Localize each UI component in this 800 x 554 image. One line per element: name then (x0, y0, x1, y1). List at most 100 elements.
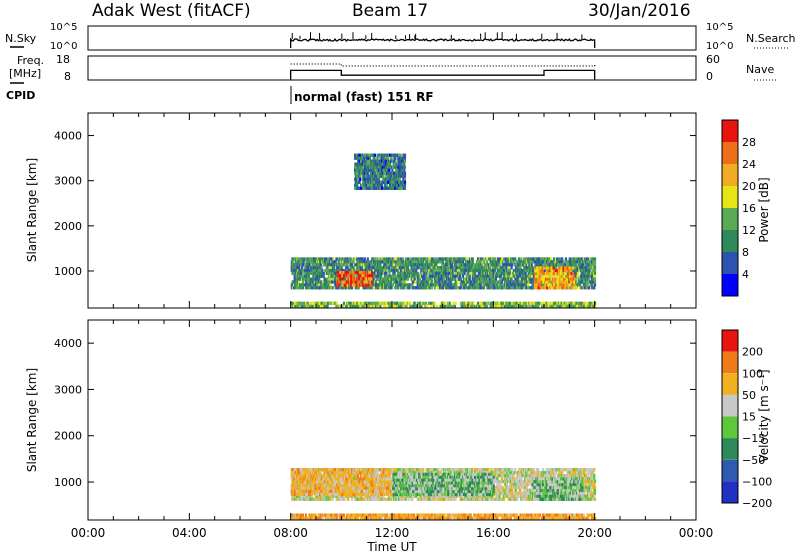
heatmap-cell (445, 277, 448, 281)
heatmap-cell (486, 268, 489, 273)
heatmap-cell (366, 286, 369, 290)
heatmap-cell (364, 177, 367, 181)
heatmap-cell (395, 165, 398, 169)
heatmap-cell (437, 283, 440, 287)
heatmap-cell (417, 266, 420, 270)
heatmap-cell (497, 301, 500, 305)
heatmap-cell (398, 280, 401, 284)
heatmap-cell (389, 260, 392, 264)
heatmap-cell (563, 277, 566, 281)
heatmap-cell (307, 277, 310, 281)
heatmap-cell (340, 266, 343, 270)
heatmap-cell (365, 174, 368, 178)
heatmap-cell (451, 268, 454, 273)
heatmap-cell (553, 263, 556, 267)
heatmap-cell (406, 266, 410, 270)
heatmap-cell (322, 260, 325, 264)
heatmap-cell (336, 271, 339, 275)
heatmap-cell (302, 260, 305, 264)
heatmap-cell (463, 286, 466, 290)
heatmap-cell (556, 274, 559, 279)
heatmap-cell (490, 274, 493, 278)
heatmap-cell (331, 266, 334, 270)
heatmap-cell (327, 283, 330, 287)
heatmap-cell (367, 280, 370, 284)
heatmap-cell (396, 301, 399, 305)
heatmap-cell (370, 268, 373, 273)
heatmap-cell (494, 257, 497, 261)
heatmap-cell (316, 257, 319, 261)
heatmap-cell (576, 304, 579, 308)
nsky-label: N.Sky (5, 32, 37, 45)
heatmap-cell (339, 497, 342, 501)
heatmap-cell (566, 304, 569, 308)
heatmap-cell (374, 180, 378, 184)
heatmap-cell (540, 301, 543, 305)
heatmap-cell (561, 257, 564, 261)
heatmap-cell (410, 277, 413, 281)
heatmap-cell (354, 485, 357, 489)
heatmap-cell (300, 274, 303, 278)
heatmap-cell (383, 171, 386, 175)
heatmap-cell (430, 286, 433, 290)
power-heatmap-cells (290, 153, 597, 308)
heatmap-cell (465, 277, 468, 281)
heatmap-cell (386, 263, 389, 267)
heatmap-cell (400, 304, 404, 308)
heatmap-cell (354, 168, 357, 172)
nsky-trace (290, 37, 596, 48)
heatmap-cell (507, 260, 510, 264)
heatmap-cell (377, 274, 380, 278)
heatmap-cell (299, 257, 302, 261)
heatmap-cell (590, 263, 593, 267)
heatmap-cell (528, 266, 531, 270)
heatmap-cell (398, 177, 401, 181)
heatmap-cell (357, 257, 360, 261)
heatmap-cell (348, 257, 351, 261)
heatmap-cell (517, 257, 521, 261)
heatmap-cell (409, 257, 412, 261)
heatmap-cell (300, 497, 303, 501)
heatmap-cell (378, 277, 381, 281)
heatmap-cell (446, 260, 449, 264)
heatmap-cell (424, 260, 427, 264)
heatmap-cell (467, 260, 470, 264)
heatmap-cell (487, 274, 490, 278)
heatmap-cell (521, 271, 524, 275)
heatmap-cell (436, 304, 439, 308)
heatmap-cell (492, 268, 495, 273)
heatmap-cell (331, 497, 334, 501)
heatmap-cell (328, 266, 331, 270)
heatmap-cell (362, 263, 366, 267)
heatmap-cell (406, 277, 410, 281)
heatmap-cell (320, 266, 323, 270)
heatmap-cell (494, 283, 497, 287)
heatmap-cell (350, 268, 353, 273)
heatmap-cell (298, 494, 301, 498)
heatmap-cell (348, 286, 351, 290)
heatmap-cell (475, 304, 478, 308)
heatmap-cell (394, 156, 397, 160)
heatmap-cell (455, 268, 458, 273)
heatmap-cell (563, 304, 566, 308)
heatmap-cell (377, 153, 380, 157)
heatmap-cell (441, 277, 444, 281)
heatmap-cell (403, 304, 407, 308)
heatmap-cell (378, 183, 381, 187)
heatmap-cell (427, 266, 430, 270)
heatmap-cell (403, 268, 407, 273)
heatmap-cell (298, 266, 301, 270)
heatmap-cell (441, 266, 445, 270)
heatmap-cell (383, 260, 386, 264)
heatmap-cell (547, 280, 550, 284)
heatmap-cell (536, 274, 540, 279)
heatmap-cell (393, 257, 396, 261)
heatmap-cell (433, 263, 436, 267)
heatmap-cell (395, 286, 398, 290)
heatmap-cell (368, 153, 371, 157)
heatmap-cell (367, 260, 370, 264)
heatmap-cell (532, 271, 535, 275)
heatmap-cell (368, 159, 372, 163)
heatmap-cell (571, 286, 574, 290)
heatmap-cell (318, 494, 321, 498)
